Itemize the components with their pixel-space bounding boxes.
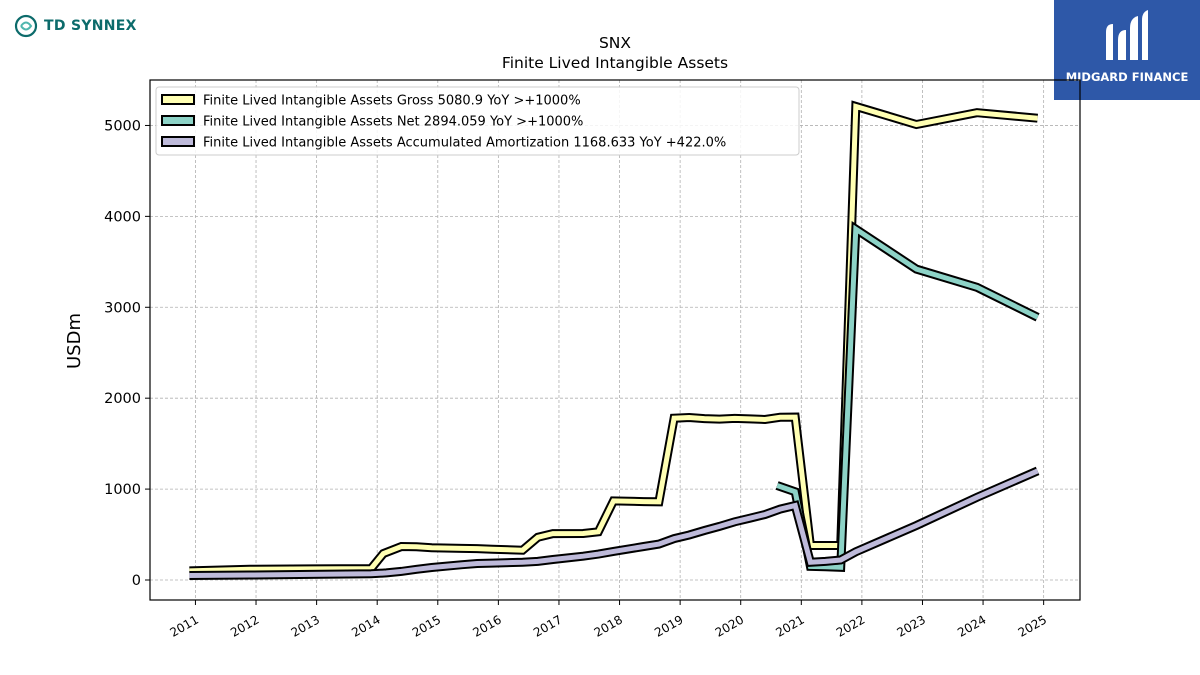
midgard-finance-logo: MIDGARD FINANCE	[1054, 0, 1200, 100]
chart-subtitle: Finite Lived Intangible Assets	[502, 54, 728, 72]
x-tick-label: 2022	[834, 612, 867, 639]
legend: Finite Lived Intangible Assets Gross 508…	[155, 86, 800, 156]
legend-swatch-3	[161, 136, 195, 147]
legend-entry-3: Finite Lived Intangible Assets Accumulat…	[203, 136, 726, 151]
x-tick-label: 2017	[531, 612, 564, 639]
x-tick-label: 2021	[773, 612, 806, 639]
td-synnex-logo-text: TD SYNNEX	[44, 18, 137, 34]
x-tick-label: 2025	[1016, 612, 1049, 639]
chart-title: SNX	[599, 34, 631, 52]
y-axis-label: USDm	[64, 313, 85, 369]
midgard-finance-logo-text: MIDGARD FINANCE	[1065, 70, 1189, 84]
series-line-3	[189, 468, 1039, 578]
x-tick-label: 2023	[895, 612, 928, 639]
axis-ticks: 0 1000 2000 3000 4000 5000 2011 2012 2013 2014 201…	[104, 118, 1049, 639]
grid-lines	[150, 80, 1080, 600]
x-tick-label: 2018	[592, 612, 625, 639]
y-tick-label: 5000	[104, 118, 141, 134]
legend-swatch-2	[161, 115, 195, 126]
y-tick-label: 4000	[104, 209, 141, 225]
td-synnex-swirl-icon	[14, 14, 38, 38]
y-tick-label: 1000	[104, 482, 141, 498]
x-tick-label: 2015	[410, 612, 443, 639]
y-tick-label: 2000	[104, 391, 141, 407]
legend-swatch-1	[161, 94, 195, 105]
midgard-m-icon	[1106, 10, 1148, 60]
x-tick-label: 2011	[167, 612, 200, 639]
x-tick-label: 2013	[289, 612, 322, 639]
x-tick-label: 2014	[349, 612, 382, 639]
y-tick-label: 3000	[104, 300, 141, 316]
legend-entry-2: Finite Lived Intangible Assets Net 2894.…	[203, 115, 583, 130]
x-tick-label: 2019	[652, 612, 685, 639]
legend-entry-1: Finite Lived Intangible Assets Gross 508…	[203, 94, 581, 109]
plot-frame	[149, 79, 1081, 601]
x-tick-label: 2016	[470, 612, 503, 639]
x-tick-label: 2024	[955, 612, 988, 639]
legend-box	[155, 86, 800, 156]
series-lines	[189, 100, 1040, 580]
td-synnex-logo: TD SYNNEX	[14, 14, 137, 38]
x-tick-label: 2012	[228, 612, 261, 639]
x-tick-label: 2020	[713, 612, 746, 639]
y-tick-label: 0	[132, 573, 141, 589]
series-line-1	[189, 103, 1038, 574]
